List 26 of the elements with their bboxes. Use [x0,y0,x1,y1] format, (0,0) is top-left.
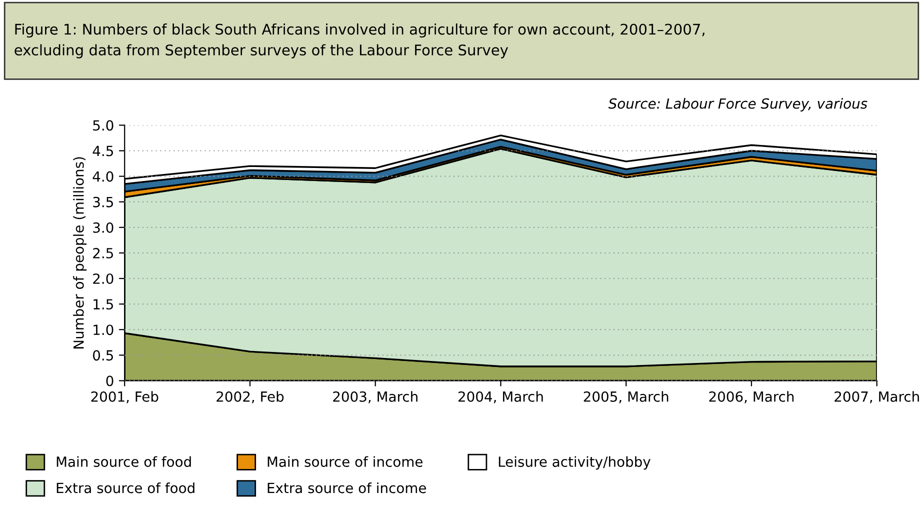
y-tick-label: 0 [106,376,114,386]
source-note: Source: Labour Force Survey, various [608,98,868,112]
legend-label: Leisure activity/hobby [498,456,650,470]
y-tick-label: 5.0 [93,120,114,131]
x-tick-label: 2002, Feb [216,391,284,404]
y-tick-label: 4.5 [92,146,113,156]
legend-label: Extra source of income [268,482,426,494]
x-tick-label: 2006, March [709,391,794,404]
legend-label: Main source of food [56,456,191,467]
y-tick-label: 3.5 [93,196,113,208]
y-tick-label: 1.5 [94,299,113,310]
y-tick-label: 2.5 [93,248,113,258]
y-tick-label: 1.0 [94,324,114,336]
x-tick-label: 2005, March [584,391,668,404]
y-tick-label: 4.0 [92,171,114,182]
y-tick-label: 2.0 [93,273,114,284]
x-tick-label: 2001, Feb [91,391,158,404]
chart-title: Figure 1: Numbers of black South Africans involved in agriculture for own account, 2001–2007, excluding data from September surveys of the Labour Force Survey [14,23,704,58]
y-tick-label: 0.5 [93,350,113,361]
y-tick-label: 3.0 [93,222,114,233]
x-tick-label: 2007, March [834,391,919,404]
legend-label: Extra source of food [56,482,194,494]
legend-label: Main source of income [268,456,422,467]
x-tick-label: 2003, March [333,391,418,404]
y-axis-title: Number of people (millions) [73,157,87,349]
x-tick-label: 2004, March [458,391,543,404]
